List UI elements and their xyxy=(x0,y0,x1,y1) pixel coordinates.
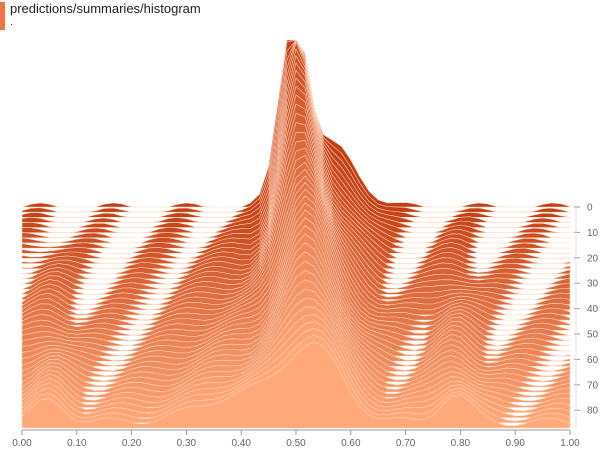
x-tick-label: 0.70 xyxy=(396,438,416,449)
x-tick-label: 0.90 xyxy=(505,438,525,449)
x-tick-label: 0.60 xyxy=(341,438,361,449)
y-tick-label: 50 xyxy=(587,330,599,341)
y-tick-label: 70 xyxy=(587,380,599,391)
chart-title: predictions/summaries/histogram xyxy=(10,1,201,16)
run-color-indicator xyxy=(0,2,5,30)
x-tick-label: 0.00 xyxy=(12,438,32,449)
y-axis: 0 10 20 30 40 50 60 70 80 xyxy=(574,203,599,428)
x-tick-label: 0.40 xyxy=(231,438,251,449)
y-tick-label: 30 xyxy=(587,279,599,290)
chart-header: predictions/summaries/histogram . xyxy=(0,0,605,34)
x-axis: 0.00 0.10 0.20 0.30 0.40 0.50 0.60 0.70 0.80 0.90… xyxy=(12,429,580,449)
y-tick-label: 0 xyxy=(587,203,593,214)
x-tick-label: 0.10 xyxy=(67,438,87,449)
x-tick-label: 0.20 xyxy=(122,438,142,449)
y-tick-label: 80 xyxy=(587,406,599,417)
x-tick-label: 1.00 xyxy=(560,438,580,449)
chart-subtitle: . xyxy=(10,16,14,28)
y-tick-label: 20 xyxy=(587,253,599,264)
x-tick-label: 0.30 xyxy=(177,438,197,449)
y-tick-label: 40 xyxy=(587,304,599,315)
histogram-ridges xyxy=(21,39,571,429)
x-tick-label: 0.50 xyxy=(286,438,306,449)
y-tick-label: 10 xyxy=(587,228,599,239)
y-tick-label: 60 xyxy=(587,355,599,366)
x-tick-label: 0.80 xyxy=(451,438,471,449)
histogram-ridge xyxy=(21,341,571,429)
